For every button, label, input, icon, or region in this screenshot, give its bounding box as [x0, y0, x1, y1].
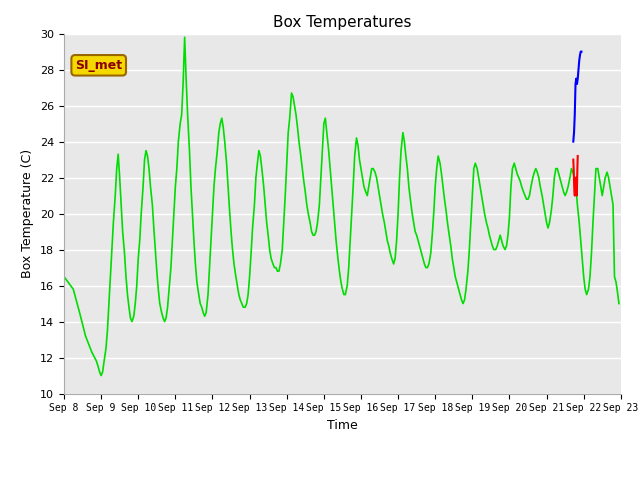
X-axis label: Time: Time [327, 419, 358, 432]
Y-axis label: Box Temperature (C): Box Temperature (C) [22, 149, 35, 278]
Text: SI_met: SI_met [75, 59, 122, 72]
Title: Box Temperatures: Box Temperatures [273, 15, 412, 30]
Legend: CR1000 Panel T, LGR Cell T, Tower Air T: CR1000 Panel T, LGR Cell T, Tower Air T [166, 477, 519, 480]
